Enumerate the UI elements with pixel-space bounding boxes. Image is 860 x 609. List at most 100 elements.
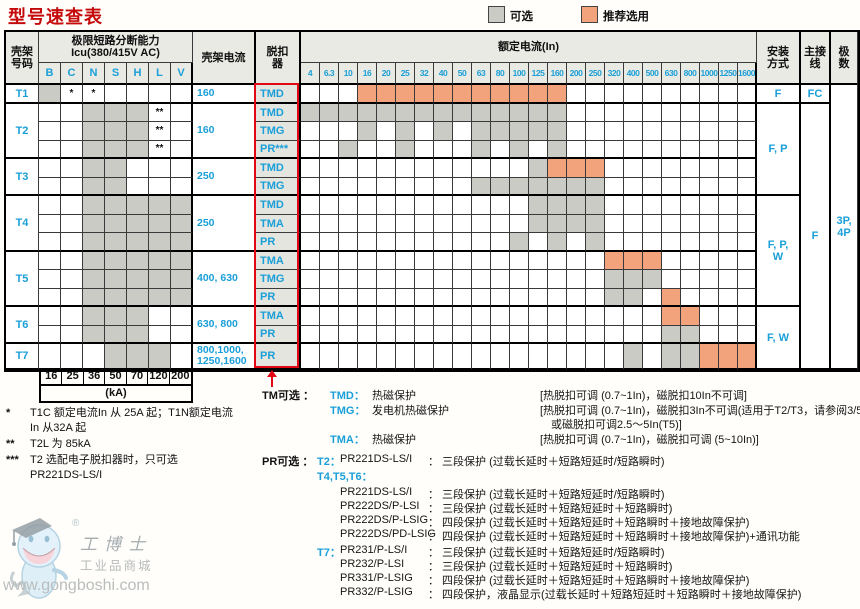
rated-cell [301,159,320,178]
trip-cell: PR [256,326,301,344]
rated-cell [643,159,662,178]
pr-model: PR222DS/P-LSIG [340,514,429,526]
pr-model: PR231/P-LS/I [340,544,408,556]
icu-cell [149,85,171,104]
rated-cell [624,252,643,270]
rated-cell [624,85,643,104]
rated-cell [358,307,377,326]
pr-model: PR221DS-LS/I [340,453,413,465]
rated-cell [548,104,567,122]
trip-cell: TMG [256,122,301,141]
rated-cell [396,270,415,289]
trip-column-arrow-stem [271,377,273,387]
icu-cell [83,307,105,326]
rated-cell [358,104,377,122]
rated-cell [529,215,548,233]
rated-cell [301,233,320,252]
rated-cell [738,178,757,196]
rated-cell [491,159,510,178]
rated-cell [301,85,320,104]
pr-model: PR232/P-LSI [340,558,405,570]
rated-cell [320,196,339,215]
rated-cell [738,141,757,159]
rated-cell [662,344,681,370]
rated-cell [358,326,377,344]
rated-cell [548,196,567,215]
rated-cell [415,104,434,122]
rated-cell [605,122,624,141]
icu-cell [127,85,149,104]
rated-cell [415,289,434,307]
icu-cell [105,141,127,159]
icu-cell [83,141,105,159]
icu-cell [171,141,193,159]
rated-cell [738,307,757,326]
icu-cell [39,215,61,233]
rated-cell [605,252,624,270]
pr-model: PR332/P-LSIG [340,586,413,598]
rated-cell [567,215,586,233]
header-icu-col: H [127,63,149,85]
rated-cell [396,215,415,233]
icu-cell [83,122,105,141]
rated-cell [681,326,700,344]
tm-item-name: TMG： [330,404,366,417]
rated-cell [662,159,681,178]
rated-cell [586,307,605,326]
rated-cell [719,141,738,159]
rated-cell [472,159,491,178]
rated-cell [396,233,415,252]
tm-item-name: TMA： [330,433,365,446]
header-rated-col: 25 [396,63,415,85]
pr-options-section: PR可选 ： T2： PR221DS-LS/I： 三段保护 (过载长延时＋短路短延… [262,453,860,603]
rated-cell [510,141,529,159]
rated-cell [719,252,738,270]
icu-cell [171,326,193,344]
rated-cell [643,344,662,370]
footnotes: * T1C 额定电流In 从 25A 起；T1N额定电流 In 从32A 起 ** T… [6,406,264,484]
rated-cell [415,270,434,289]
rated-cell [472,270,491,289]
rated-cell [643,307,662,326]
header-icu-col: C [61,63,83,85]
rated-cell [567,289,586,307]
rated-cell [510,215,529,233]
header-rated-col: 6.3 [320,63,339,85]
rated-cell [586,215,605,233]
rated-cell [453,178,472,196]
icu-cell [149,270,171,289]
header-rated-col: 100 [510,63,529,85]
icu-cell [127,326,149,344]
tm-options-section: TM可选 ： TMD： 热磁保护 [热脱扣可调 (0.7~1In)，磁脱扣10In不… [262,387,860,447]
rated-cell [643,85,662,104]
pr-desc: ： 四段保护 (过载长延时＋短路短延时＋短路瞬时＋接地故障保护)+通讯功能 [428,531,800,543]
watermark-url: www.gongboshi.com [3,577,150,594]
rated-cell [377,289,396,307]
tm-item-desc: 发电机热磁保护 [372,404,449,417]
wiring-cell: F [801,104,831,370]
rated-cell [719,196,738,215]
rated-cell [358,122,377,141]
header-icu-col: B [39,63,61,85]
rated-cell [320,159,339,178]
rated-cell [738,344,757,370]
rated-cell [738,270,757,289]
frame-current: 630, 800 [193,307,256,344]
rated-cell [434,307,453,326]
icu-cell [149,233,171,252]
pr-model: PR222DS/PD-LSIG [340,528,436,540]
frame-number: T3 [6,159,39,196]
header-icu-col: N [83,63,105,85]
rated-cell [339,270,358,289]
rated-cell [681,270,700,289]
rated-cell [491,289,510,307]
icu-cell [171,215,193,233]
rated-cell [700,104,719,122]
rated-cell [358,85,377,104]
rated-cell [529,159,548,178]
rated-cell [434,141,453,159]
icu-cell [39,233,61,252]
pr-desc: ： 四段保护 (过载长延时＋短路短延时＋短路瞬时＋接地故障保护) [428,575,750,587]
rated-cell [586,289,605,307]
